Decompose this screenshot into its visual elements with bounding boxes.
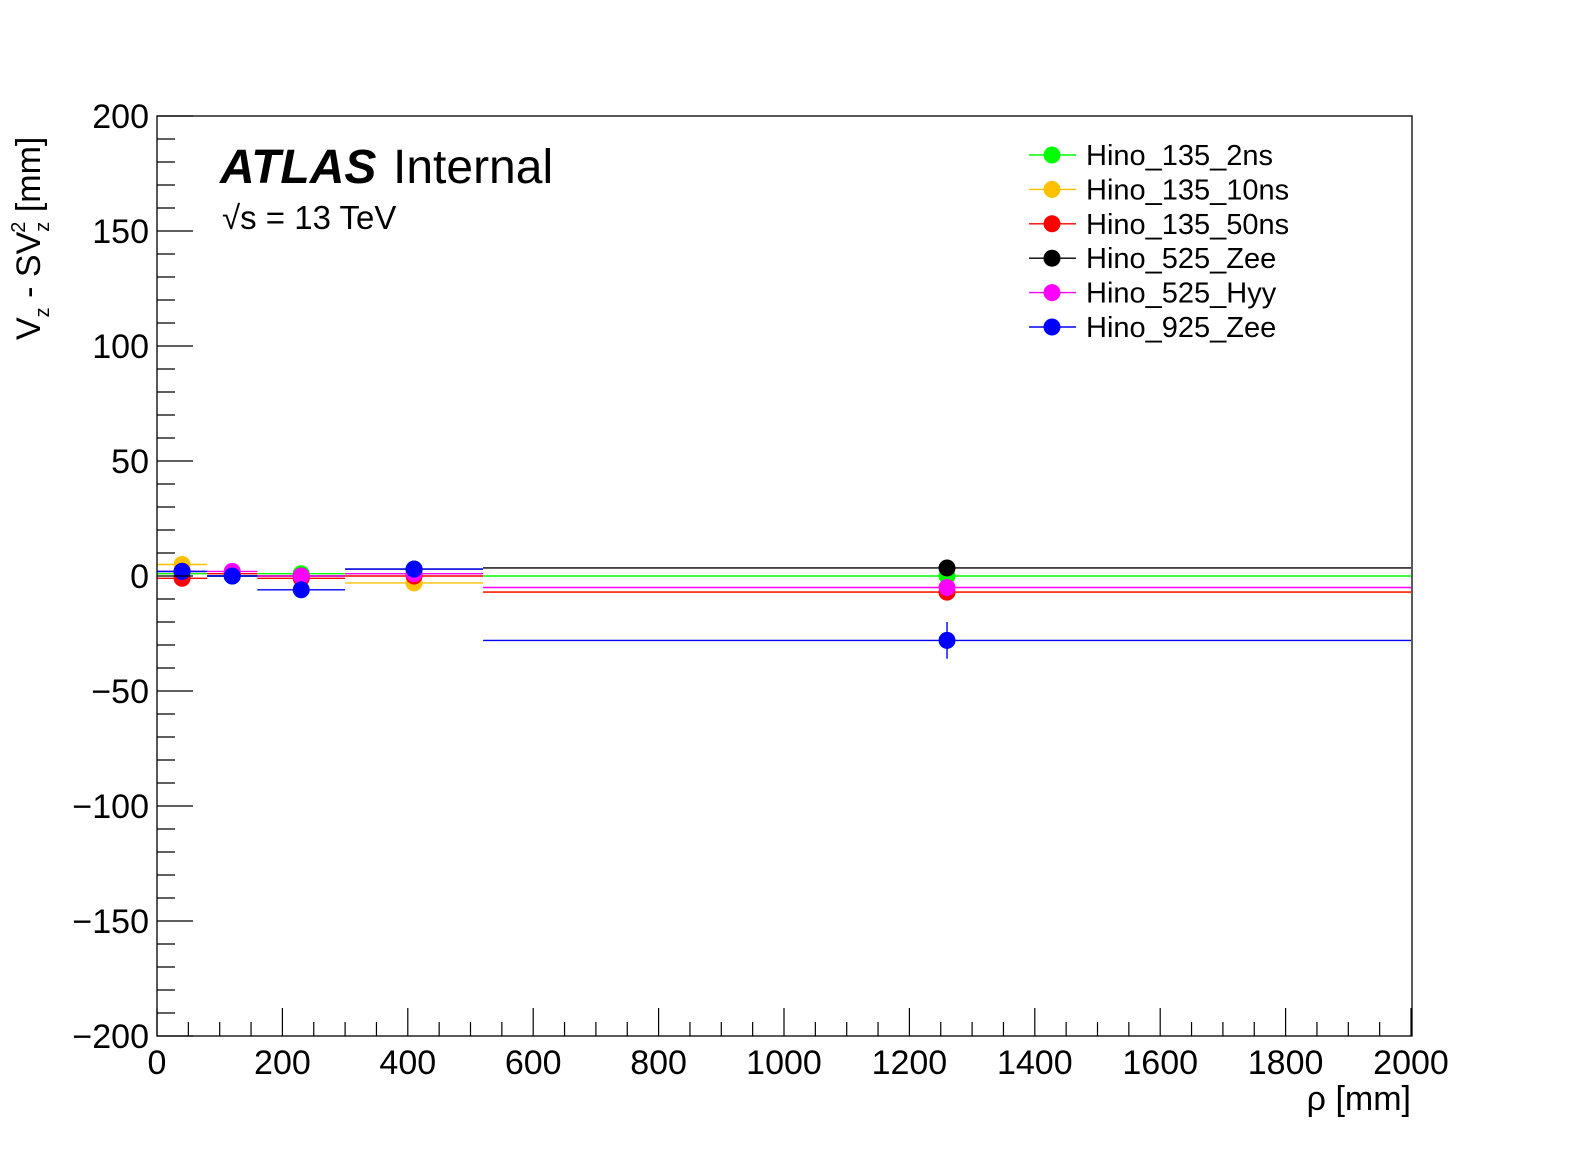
legend-entry: Hino_525_Hyy [1029,278,1277,310]
data-point [223,567,241,585]
legend-entry: Hino_135_10ns [1029,174,1289,206]
legend-label: Hino_135_50ns [1086,209,1289,241]
x-tick-label: 200 [254,1044,311,1082]
y-tick-label: −100 [72,788,149,826]
x-tick-label: 400 [379,1044,436,1082]
y-tick-label: 200 [92,98,149,136]
y-axis-title: Vz - SVz2 [mm] [8,137,54,340]
x-tick-label: 600 [505,1044,562,1082]
y-tick-label: 150 [92,213,149,251]
x-tick-label: 800 [630,1044,687,1082]
legend-entry: Hino_925_Zee [1029,312,1276,344]
x-tick-label: 1200 [872,1044,948,1082]
y-tick-label: 50 [111,443,149,481]
legend-entry: Hino_525_Zee [1029,243,1276,275]
legend-marker [1043,284,1061,302]
data-point [405,560,423,578]
legend-marker [1043,146,1061,164]
data-point [292,567,310,585]
atlas-label: ATLAS [219,141,376,194]
legend-label: Hino_925_Zee [1086,312,1276,344]
legend-marker [1043,180,1061,198]
y-tick-label: −50 [91,673,149,711]
y-tick-label: −200 [72,1018,149,1056]
x-tick-label: 1000 [746,1044,822,1082]
legend-label: Hino_135_10ns [1086,174,1289,206]
data-point [938,579,956,596]
y-tick-label: −150 [72,903,149,941]
legend-label: Hino_525_Hyy [1086,278,1277,310]
legend-label: Hino_525_Zee [1086,243,1276,275]
legend-marker [1043,249,1061,267]
x-tick-label: 0 [148,1044,167,1082]
x-tick-label: 1400 [997,1044,1073,1082]
data-point [173,562,191,580]
x-tick-label: 2000 [1373,1044,1449,1082]
legend-entry: Hino_135_2ns [1029,140,1273,172]
x-tick-label: 1800 [1248,1044,1324,1082]
y-tick-label: 0 [130,558,149,596]
legend-marker [1043,318,1061,336]
x-axis-title: ρ [mm] [1307,1080,1411,1118]
energy-label: √s = 13 TeV [222,199,396,236]
internal-label: Internal [393,141,553,194]
y-tick-label: 100 [92,328,149,366]
data-point [938,559,956,577]
data-point [938,631,956,649]
data-point [292,581,310,599]
legend-marker [1043,215,1061,233]
axis-layer: 0 200 400 600 800 1000 1200 1400 1600 1800 2000200… [72,98,1448,1082]
x-tick-label: 1600 [1122,1044,1198,1082]
legend-entry: Hino_135_50ns [1029,209,1289,241]
legend-label: Hino_135_2ns [1086,140,1273,172]
legend: Hino_135_2nsHino_135_10nsHino_135_50nsHi… [1029,140,1289,344]
